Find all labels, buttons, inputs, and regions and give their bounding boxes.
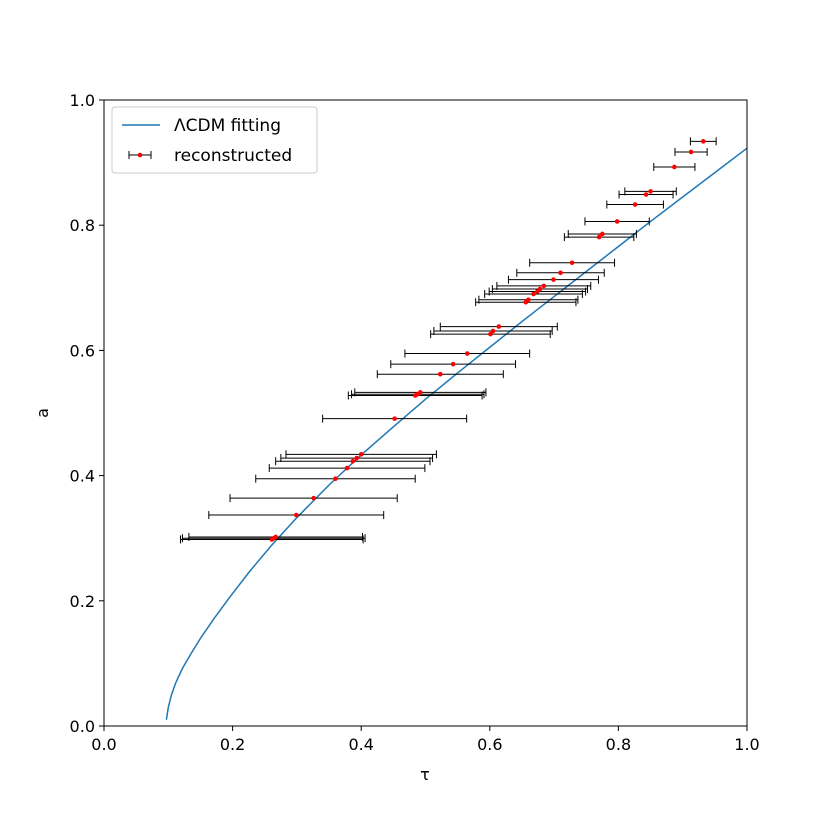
y-tick-label: 0.4 [70, 467, 95, 486]
data-point [344, 465, 350, 471]
plot-frame [103, 99, 748, 727]
data-point [672, 164, 677, 170]
data-point [450, 361, 456, 367]
data-point [488, 331, 493, 337]
data-point [293, 512, 299, 518]
legend-label-reconstructed: reconstructed [174, 146, 292, 166]
legend-box [111, 106, 318, 174]
data-point [273, 534, 278, 540]
legend-label-fit: ΛCDM fitting [174, 116, 281, 136]
fit-layer [165, 147, 748, 720]
data-point [643, 192, 649, 197]
data-point [551, 277, 556, 282]
points-layer [269, 139, 706, 542]
x-tick-label: 0.8 [606, 735, 631, 754]
data-point [541, 283, 547, 289]
x-tick-label: 0.6 [477, 735, 502, 754]
data-point [464, 351, 470, 356]
data-point [688, 149, 694, 155]
y-tick-label: 0.2 [70, 592, 95, 611]
data-point [558, 270, 563, 276]
data-point [537, 286, 543, 292]
data-point [700, 139, 706, 144]
data-point [526, 297, 531, 302]
x-tick-label: 0.4 [348, 735, 373, 754]
legend-errorbar-swatch [128, 151, 152, 159]
data-point [350, 458, 356, 464]
data-point [311, 495, 316, 501]
fit-line [165, 147, 748, 720]
data-point [418, 390, 423, 395]
y-tick-label: 0.6 [70, 341, 95, 360]
x-tick-label: 1.0 [734, 735, 759, 754]
y-tick-label: 0.8 [70, 216, 95, 235]
data-point [596, 234, 602, 240]
data-point [490, 328, 496, 334]
data-point [333, 476, 338, 482]
x-axis-label: τ [420, 765, 430, 784]
y-axis-label: a [33, 408, 52, 418]
data-point [437, 371, 443, 377]
data-point [358, 452, 364, 457]
data-point [600, 231, 605, 237]
y-tick-label: 1.0 [70, 91, 95, 110]
plot-background [104, 100, 747, 726]
data-point [354, 455, 359, 461]
data-point [648, 189, 653, 194]
data-point [496, 324, 502, 329]
y-axis: 0.0 0.2 0.4 0.6 0.8 1.0 [70, 91, 104, 736]
x-axis: 0.0 0.2 0.4 0.6 0.8 1.0 [91, 726, 760, 754]
data-point [531, 291, 536, 297]
x-tick-label: 0.2 [220, 735, 245, 754]
y-tick-label: 0.0 [70, 717, 95, 736]
data-point [614, 219, 620, 224]
data-point [632, 202, 638, 207]
data-point [569, 260, 575, 266]
data-point [392, 416, 397, 421]
legend: ΛCDM fitting reconstructed [111, 106, 318, 174]
x-tick-label: 0.0 [91, 735, 116, 754]
